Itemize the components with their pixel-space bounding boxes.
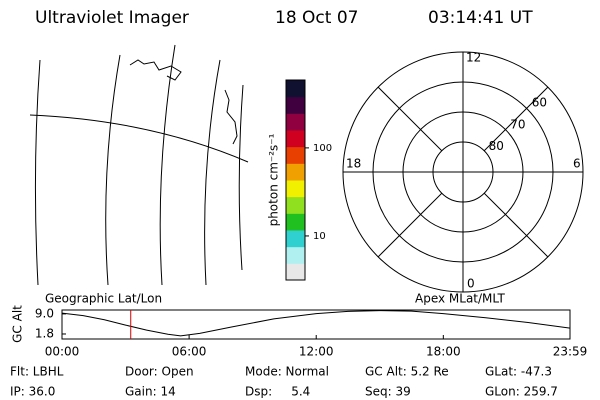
polar-diagonal [377,86,443,152]
mlt-label: 12 [466,51,481,65]
colorbar-segment [286,96,305,114]
colorbar-tick-label: 10 [313,231,326,242]
status-field: Door: Open [125,365,194,379]
x-tick-label: 12:00 [299,345,334,359]
status-field: IP: 36.0 [10,385,55,399]
status-field: Flt: LBHL [10,365,64,379]
colorbar-segment [286,213,305,231]
colorbar-tick-label: 100 [313,143,332,154]
map-label: Geographic Lat/Lon [45,292,162,306]
mlt-label: 0 [467,277,475,291]
colorbar-segment [286,263,305,281]
status-field: Dsp: 5.4 [245,385,310,399]
colorbar-segment [286,163,305,181]
time: 03:14:41 UT [428,8,533,28]
mlt-label: 18 [346,157,361,171]
colorbar-segment [286,246,305,264]
colorbar-segment [286,146,305,164]
status-field: Seq: 39 [365,385,411,399]
date: 18 Oct 07 [275,8,358,28]
mlt-label: 6 [573,157,581,171]
geo-map [29,44,249,286]
y-tick-label: 9.0 [35,306,54,320]
colorbar-segment [286,180,305,198]
status-field: Gain: 14 [125,385,176,399]
x-tick-label: 06:00 [172,345,207,359]
polar-label: Apex MLat/MLT [415,292,505,306]
status-field: Mode: Normal [245,365,329,379]
lat-label: 60 [532,96,547,110]
colorbar-label: photon cm⁻²s⁻¹ [267,133,281,226]
y-axis-label: GC Alt [11,305,25,343]
altitude-line [61,310,571,337]
lat-label: 70 [510,117,525,131]
lat-label: 80 [489,139,504,153]
polar-diagonal [483,192,549,258]
polar-diagonal [483,86,549,152]
plot-frame [61,309,571,340]
y-tick-label: 1.8 [35,326,54,340]
status-field: GLon: 259.7 [485,385,558,399]
x-tick-label: 00:00 [45,345,80,359]
title: Ultraviolet Imager [35,8,189,28]
colorbar-segment [286,80,305,98]
x-tick-label: 18:00 [426,345,461,359]
colorbar-segment [286,130,305,148]
colorbar-segment [286,230,305,248]
colorbar-segment [286,113,305,131]
polar-diagonal [377,192,443,258]
status-field: GC Alt: 5.2 Re [365,365,449,379]
x-tick-label: 23:59 [553,345,588,359]
status-field: GLat: -47.3 [485,365,552,379]
colorbar-frame [285,79,306,281]
colorbar-segment [286,196,305,214]
